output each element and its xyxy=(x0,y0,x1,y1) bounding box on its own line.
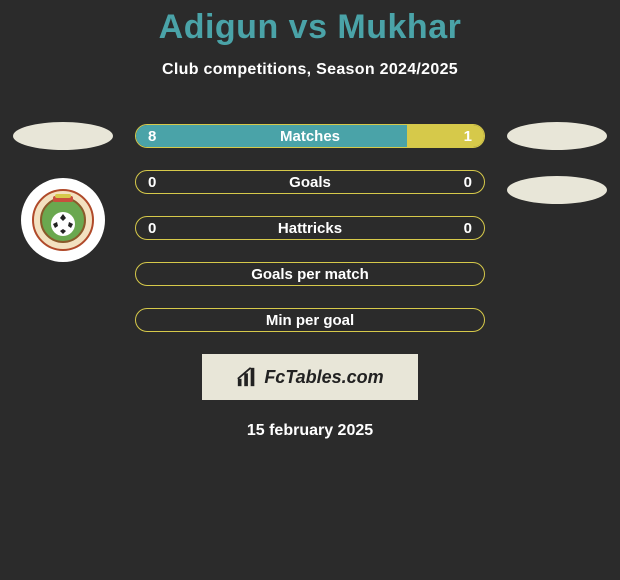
stat-bar: 81Matches xyxy=(135,124,485,148)
footer-date: 15 february 2025 xyxy=(0,422,620,440)
right-player-placeholder xyxy=(507,122,607,150)
soccer-badge-icon xyxy=(31,188,95,252)
right-player-column xyxy=(502,122,612,230)
left-player-column xyxy=(8,122,118,262)
bar-label: Min per goal xyxy=(136,309,484,331)
left-player-placeholder xyxy=(13,122,113,150)
bar-label: Goals per match xyxy=(136,263,484,285)
page-title: Adigun vs Mukhar xyxy=(0,0,620,47)
stat-bar: 00Hattricks xyxy=(135,216,485,240)
bar-label: Hattricks xyxy=(136,217,484,239)
stat-bar: Goals per match xyxy=(135,262,485,286)
bar-label: Matches xyxy=(136,125,484,147)
comparison-page: Adigun vs Mukhar Club competitions, Seas… xyxy=(0,0,620,580)
brand-text: FcTables.com xyxy=(264,367,383,388)
left-team-badge xyxy=(21,178,105,262)
brand-box: FcTables.com xyxy=(202,354,418,400)
bar-label: Goals xyxy=(136,171,484,193)
page-subtitle: Club competitions, Season 2024/2025 xyxy=(0,61,620,79)
stat-bar: Min per goal xyxy=(135,308,485,332)
comparison-bars: 81Matches 00Goals 00Hattricks Goals per mat… xyxy=(135,124,485,332)
chart-bars-icon xyxy=(236,366,258,388)
stat-bar: 00Goals xyxy=(135,170,485,194)
right-team-placeholder xyxy=(507,176,607,204)
